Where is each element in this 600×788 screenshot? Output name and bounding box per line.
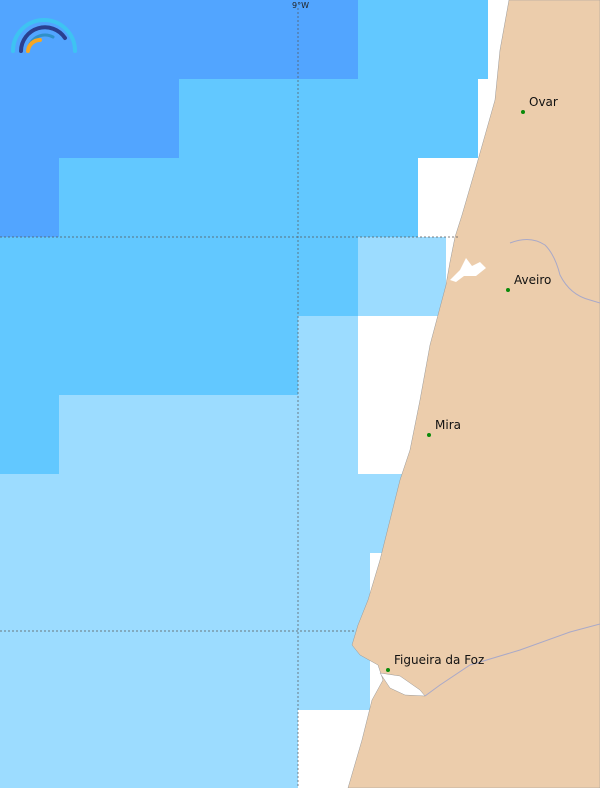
city-label: Aveiro — [514, 273, 551, 287]
river-mondego — [424, 623, 600, 697]
city-marker — [427, 433, 431, 437]
ocean-grid — [0, 0, 488, 788]
city-marker — [386, 668, 390, 672]
ocean-cell-mid — [0, 316, 298, 395]
river-vouga — [509, 239, 600, 304]
ocean-cell-dark — [0, 79, 179, 158]
ocean-cell-mid — [0, 237, 358, 316]
ocean-cell-mid — [358, 0, 488, 79]
ocean-cell-mid — [179, 79, 478, 158]
city-marker — [521, 110, 525, 114]
land — [347, 0, 600, 788]
lagoon — [450, 258, 486, 282]
graticule — [0, 8, 460, 788]
city-marker — [506, 288, 510, 292]
ocean-cell-dark — [0, 0, 358, 79]
ocean-cell-light — [298, 316, 358, 395]
ocean-cell-light — [358, 237, 446, 316]
rainbow-arc-logo — [11, 18, 77, 53]
city-label: Figueira da Foz — [394, 653, 484, 667]
lon-label: 9°W — [292, 1, 309, 10]
city-label: Mira — [435, 418, 461, 432]
ocean-cell-light — [59, 395, 358, 474]
cities: Ovar Aveiro Mira Figueira da Foz — [386, 95, 558, 672]
ocean-cell-dark — [0, 158, 59, 237]
ocean-cell-mid — [0, 395, 59, 474]
ocean-cell-light — [0, 710, 298, 788]
city-label: Ovar — [529, 95, 558, 109]
ocean-cell-light — [0, 474, 430, 553]
ocean-cell-mid — [59, 158, 418, 237]
ocean-cell-light — [0, 553, 370, 710]
